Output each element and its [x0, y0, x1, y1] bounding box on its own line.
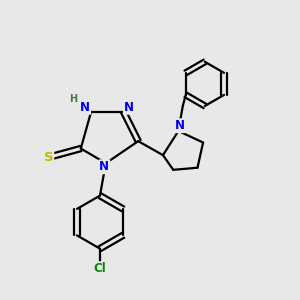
- Text: N: N: [175, 119, 185, 132]
- Text: N: N: [80, 101, 90, 114]
- Text: H: H: [69, 94, 77, 104]
- Text: N: N: [124, 101, 134, 114]
- Text: N: N: [99, 160, 110, 173]
- Text: Cl: Cl: [94, 262, 106, 275]
- Text: S: S: [44, 151, 53, 164]
